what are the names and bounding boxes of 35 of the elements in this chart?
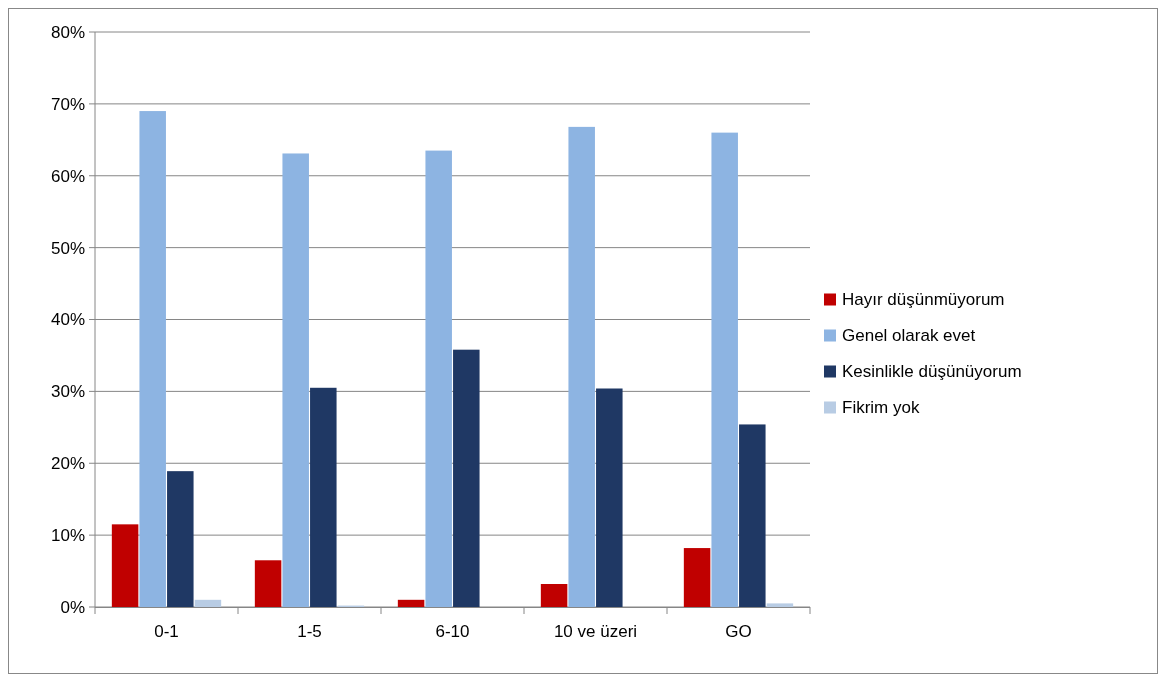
- bar: [139, 111, 166, 607]
- bar: [167, 471, 194, 607]
- y-tick-label: 10%: [50, 526, 85, 546]
- bar: [739, 424, 766, 607]
- bar: [310, 387, 337, 607]
- y-tick-label: 40%: [50, 310, 85, 330]
- y-tick-label: 60%: [50, 166, 85, 186]
- legend-label: Genel olarak evet: [842, 326, 976, 346]
- x-tick-label: GO: [725, 622, 752, 641]
- bar: [711, 132, 738, 607]
- legend-label: Fikrim yok: [842, 398, 920, 418]
- y-tick-label: 50%: [50, 238, 85, 258]
- bar: [453, 349, 480, 607]
- bar: [425, 150, 452, 607]
- bar: [397, 599, 425, 607]
- bar: [111, 524, 139, 607]
- bar: [596, 388, 623, 607]
- x-tick-label: 6-10: [435, 622, 470, 641]
- x-tick-label: 10 ve üzeri: [553, 622, 638, 641]
- bar: [568, 126, 595, 607]
- bar: [282, 153, 309, 607]
- bar: [766, 603, 794, 607]
- bar: [540, 584, 568, 607]
- x-tick-label: 0-1: [154, 622, 179, 641]
- y-tick-label: 0%: [60, 597, 85, 617]
- y-tick-label: 30%: [50, 382, 85, 402]
- y-tick-label: 70%: [50, 94, 85, 114]
- bar: [194, 599, 222, 607]
- bar: [254, 560, 282, 607]
- x-tick-label: 1-5: [297, 622, 322, 641]
- bar: [683, 548, 711, 607]
- y-tick-label: 20%: [50, 454, 85, 474]
- legend-label: Hayır düşünmüyorum: [842, 290, 1005, 310]
- legend-label: Kesinlikle düşünüyorum: [842, 362, 1022, 382]
- y-tick-label: 80%: [50, 22, 85, 42]
